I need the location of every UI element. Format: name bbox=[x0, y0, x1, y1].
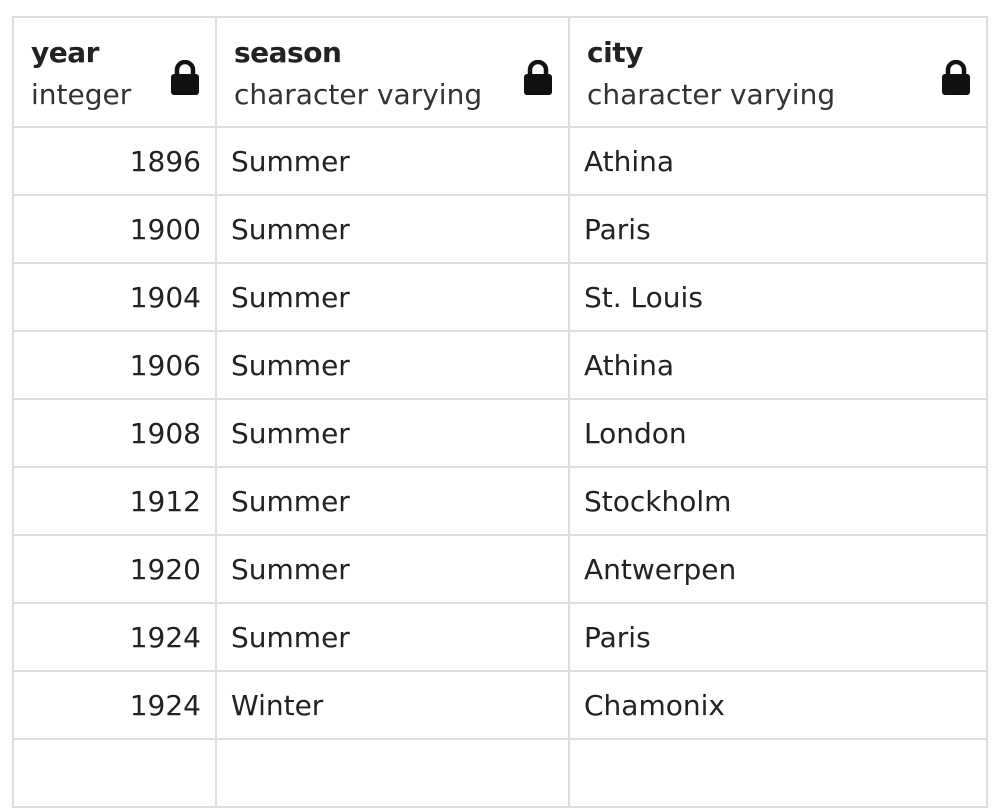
cell-year[interactable]: 1896 bbox=[12, 126, 217, 196]
table-row[interactable]: 1906 Summer Athina bbox=[12, 330, 988, 400]
cell-year[interactable]: 1912 bbox=[12, 466, 217, 536]
column-type: character varying bbox=[234, 78, 483, 111]
column-name: city bbox=[587, 36, 643, 69]
cell-city[interactable]: Chamonix bbox=[568, 670, 988, 740]
cell-season[interactable]: Summer bbox=[215, 262, 570, 332]
cell-season[interactable]: Winter bbox=[215, 670, 570, 740]
column-header-city[interactable]: city character varying bbox=[568, 16, 988, 128]
table-row[interactable]: 1924 Winter Chamonix bbox=[12, 670, 988, 740]
table-row[interactable]: 1908 Summer London bbox=[12, 398, 988, 468]
cell-season[interactable]: Summer bbox=[215, 194, 570, 264]
cell-year[interactable]: 1900 bbox=[12, 194, 217, 264]
cell-year[interactable]: 1904 bbox=[12, 262, 217, 332]
table-row[interactable]: 1904 Summer St. Louis bbox=[12, 262, 988, 332]
cell-city[interactable]: Athina bbox=[568, 330, 988, 400]
cell-year[interactable]: 1920 bbox=[12, 534, 217, 604]
cell-year[interactable]: 1906 bbox=[12, 330, 217, 400]
table-row[interactable]: 1912 Summer Stockholm bbox=[12, 466, 988, 536]
lock-icon bbox=[524, 60, 552, 95]
table-row[interactable]: 1920 Summer Antwerpen bbox=[12, 534, 988, 604]
column-type: integer bbox=[31, 78, 132, 111]
cell-year[interactable]: 1924 bbox=[12, 670, 217, 740]
cell-season[interactable] bbox=[215, 738, 570, 808]
cell-season[interactable]: Summer bbox=[215, 126, 570, 196]
results-grid: year integer season character varying ci… bbox=[12, 16, 988, 808]
cell-city[interactable]: St. Louis bbox=[568, 262, 988, 332]
column-type: character varying bbox=[587, 78, 836, 111]
header-row: year integer season character varying ci… bbox=[12, 16, 988, 128]
cell-year[interactable] bbox=[12, 738, 217, 808]
column-header-year[interactable]: year integer bbox=[12, 16, 217, 128]
cell-year[interactable]: 1908 bbox=[12, 398, 217, 468]
cell-season[interactable]: Summer bbox=[215, 466, 570, 536]
cell-season[interactable]: Summer bbox=[215, 330, 570, 400]
cell-city[interactable]: London bbox=[568, 398, 988, 468]
column-header-season[interactable]: season character varying bbox=[215, 16, 570, 128]
cell-city[interactable]: Athina bbox=[568, 126, 988, 196]
lock-icon bbox=[171, 60, 199, 95]
table-row-partial[interactable] bbox=[12, 738, 988, 808]
cell-season[interactable]: Summer bbox=[215, 602, 570, 672]
cell-season[interactable]: Summer bbox=[215, 534, 570, 604]
lock-icon bbox=[942, 60, 970, 95]
cell-city[interactable]: Paris bbox=[568, 602, 988, 672]
cell-city[interactable]: Stockholm bbox=[568, 466, 988, 536]
column-name: year bbox=[31, 36, 99, 69]
column-name: season bbox=[234, 36, 342, 69]
cell-season[interactable]: Summer bbox=[215, 398, 570, 468]
table-row[interactable]: 1924 Summer Paris bbox=[12, 602, 988, 672]
table-row[interactable]: 1900 Summer Paris bbox=[12, 194, 988, 264]
table-row[interactable]: 1896 Summer Athina bbox=[12, 126, 988, 196]
cell-city[interactable]: Antwerpen bbox=[568, 534, 988, 604]
cell-year[interactable]: 1924 bbox=[12, 602, 217, 672]
cell-city[interactable] bbox=[568, 738, 988, 808]
cell-city[interactable]: Paris bbox=[568, 194, 988, 264]
